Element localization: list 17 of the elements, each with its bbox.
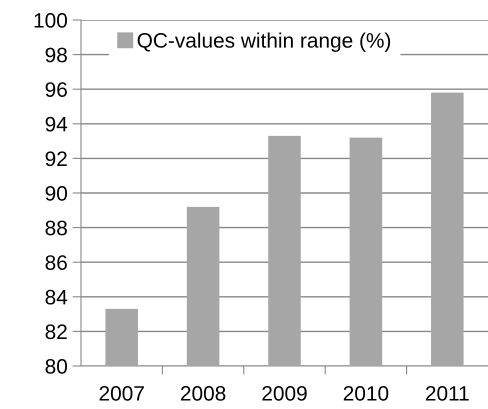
y-tick-label: 86 (46, 255, 67, 270)
y-tick-label: 100 (34, 13, 67, 28)
y-tick-label: 94 (46, 116, 68, 132)
legend-label: QC-values within range (%) (138, 32, 390, 52)
y-tick-label: 90 (46, 186, 67, 201)
y-tick-label: 82 (46, 324, 67, 340)
y-tick-label: 84 (46, 290, 68, 305)
y-tick-label: 80 (46, 359, 67, 374)
x-tick-label: 2011 (426, 386, 469, 401)
x-tick-label: 2009 (262, 386, 307, 401)
x-tick-label: 2007 (100, 386, 144, 401)
x-tick-label: 2010 (344, 386, 388, 401)
y-tick-label: 92 (46, 151, 67, 166)
y-tick-label: 96 (46, 82, 67, 97)
y-tick-label: 98 (46, 48, 67, 62)
x-tick-label: 2008 (180, 386, 226, 401)
y-tick-label: 88 (46, 220, 67, 236)
